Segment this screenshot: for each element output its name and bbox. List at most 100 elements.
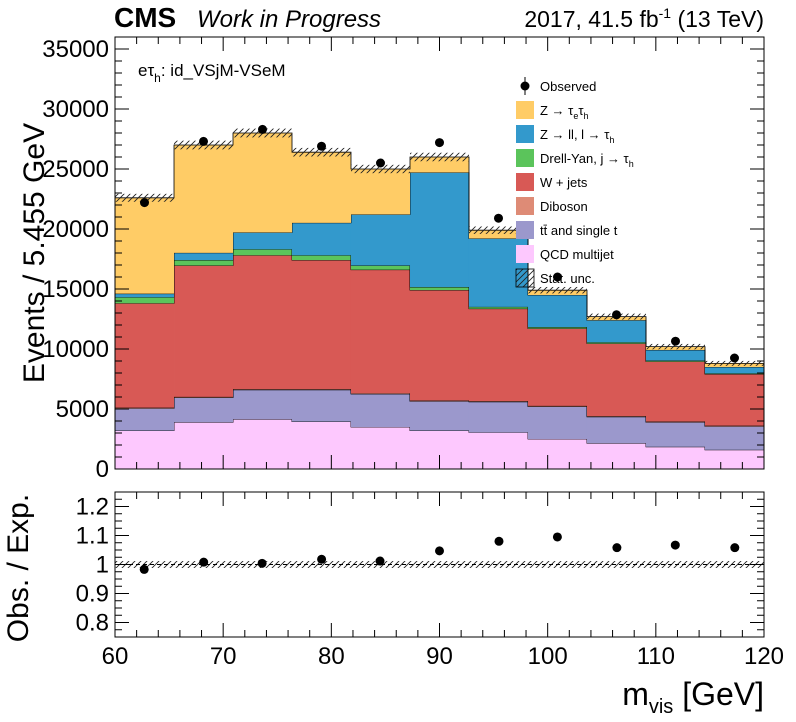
x-axis-label: mvis [GeV]: [622, 676, 764, 718]
ratio-point: [317, 554, 327, 564]
observed-point: [317, 141, 327, 151]
ratio-point: [199, 557, 209, 567]
ratio-point: [612, 543, 622, 553]
tt-bar: [174, 397, 233, 423]
ratio-point: [494, 536, 504, 546]
y-tick-label: 25000: [42, 156, 109, 183]
cms-label: CMS: [114, 2, 176, 33]
qcd-bar: [646, 446, 705, 469]
y-tick-label: 5000: [56, 396, 109, 423]
y-tick-label: 0: [96, 456, 109, 483]
tt-bar: [528, 406, 587, 439]
x-tick-label: 60: [102, 643, 129, 670]
qcd-bar: [174, 422, 233, 469]
stat-unc-bin: [468, 226, 529, 234]
dy-bar: [586, 342, 647, 344]
ztt-bar: [468, 230, 529, 239]
wjets-bar: [468, 308, 529, 402]
legend-unc-label: Stat. unc.: [540, 271, 595, 286]
observed-point: [670, 336, 680, 346]
ratio-y-tick-label: 0.8: [76, 610, 109, 637]
ratio-y-tick-label: 1.1: [76, 523, 109, 550]
zll-bar: [292, 222, 351, 256]
legend-qcd-swatch: [516, 245, 534, 263]
tt-bar: [410, 401, 469, 431]
legend-zll-swatch: [516, 125, 534, 143]
wjets-bar: [646, 361, 705, 422]
observed-point: [552, 272, 562, 282]
y-tick-label: 10000: [42, 336, 109, 363]
observed-point: [258, 124, 268, 134]
wjets-bar: [292, 260, 351, 390]
x-tick-label: 100: [528, 643, 568, 670]
legend-ztt-swatch: [516, 101, 534, 119]
observed-point: [199, 136, 209, 146]
wjets-bar: [115, 303, 175, 408]
zll-bar: [528, 295, 587, 328]
legend-qcd-label: QCD multijet: [540, 247, 614, 262]
observed-points: [140, 124, 739, 363]
stat-unc-bin: [410, 152, 469, 162]
y-tick-label: 15000: [42, 276, 109, 303]
observed-point: [435, 138, 444, 148]
ratio-y-tick-label: 0.9: [76, 581, 109, 608]
dy-bar: [350, 265, 411, 270]
ratio-points: [139, 532, 740, 574]
tt-bar: [586, 416, 647, 444]
ratio-point: [139, 564, 149, 574]
ratio-point: [435, 546, 444, 556]
zll-bar: [586, 320, 647, 343]
legend-vv-label: Diboson: [540, 199, 588, 214]
ratio-plot-panel: 0.80.911.11.2 60 70 80 90 100 110 120 Obs. / E…: [2, 491, 784, 718]
dy-bar: [292, 255, 351, 261]
wjets-bar: [174, 265, 233, 397]
lumi-label: 2017, 41.5 fb-1 (13 TeV): [524, 5, 764, 32]
legend-zll-label: Z → ll, l → τh: [540, 127, 614, 145]
observed-point: [140, 198, 150, 208]
legend: Observed Z → τeτh Z → ll, l → τh Drell-Yan,…: [515, 77, 634, 288]
zll-bar: [646, 349, 705, 361]
dy-bar: [468, 306, 529, 309]
ratio-y-tick-label: 1.2: [76, 494, 109, 521]
dy-bar: [410, 287, 469, 291]
legend-observed-marker: [520, 81, 530, 91]
tt-bar: [704, 426, 764, 450]
zll-bar: [350, 214, 411, 266]
legend-tt-label: tt̄ and single t: [540, 223, 618, 238]
main-y-axis: 0 5000 10000 15000 20000 25000 30000 35000: [42, 36, 764, 483]
zll-bar: [174, 252, 233, 261]
wjets-bar: [350, 269, 411, 394]
tt-bar: [468, 401, 529, 433]
main-plot-panel: 0 5000 10000 15000 20000 25000 30000 35000 eτh:…: [18, 36, 765, 483]
zll-bar: [232, 232, 293, 250]
y-tick-label: 20000: [42, 216, 109, 243]
legend-wjets-label: W + jets: [540, 175, 588, 190]
qcd-bar: [704, 449, 764, 469]
dy-bar: [528, 327, 587, 329]
ratio-point: [257, 558, 267, 568]
stack-layer: [115, 132, 764, 469]
zll-bar: [410, 172, 469, 288]
ratio-y-axis: 0.80.911.11.2: [76, 491, 764, 638]
dy-bar: [174, 260, 233, 266]
main-y-axis-label: Events / 5.455 GeV: [18, 123, 51, 383]
legend-tt-swatch: [516, 221, 534, 239]
qcd-bar: [350, 427, 411, 469]
qcd-bar: [528, 439, 587, 469]
tt-bar: [350, 394, 411, 427]
stat-unc-bin: [646, 343, 705, 350]
legend-dy-swatch: [516, 149, 534, 167]
dy-bar: [115, 297, 175, 304]
observed-point: [729, 353, 739, 363]
ratio-point: [552, 532, 562, 542]
ratio-x-axis: 60 70 80 90 100 110 120: [102, 492, 784, 670]
zll-bar: [704, 367, 764, 374]
stat-unc-bin: [350, 164, 411, 174]
legend-dy-label: Drell-Yan, j → τh: [540, 151, 634, 169]
legend-unc-swatch: [515, 268, 535, 288]
work-in-progress-label: Work in Progress: [197, 6, 381, 33]
ratio-point: [375, 556, 385, 566]
qcd-bar: [468, 432, 529, 469]
ztt-bar: [115, 197, 175, 294]
